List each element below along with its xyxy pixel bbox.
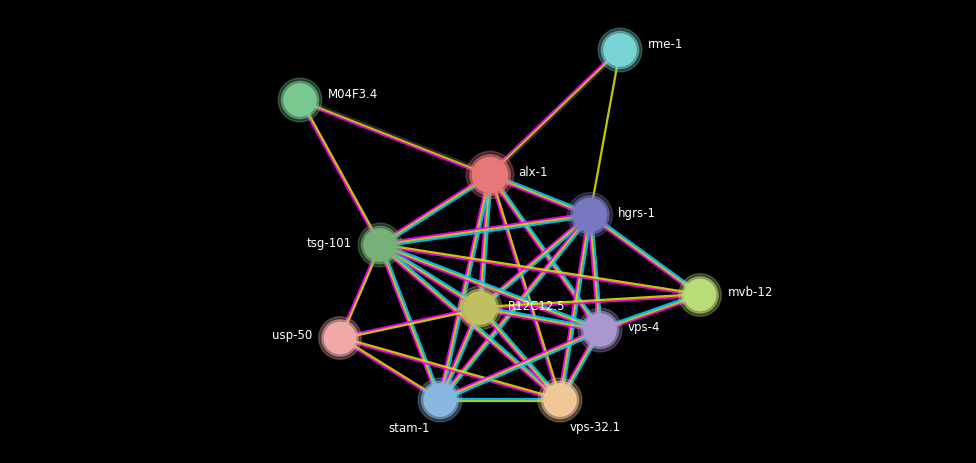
Text: R12C12.5: R12C12.5 — [508, 300, 565, 313]
Circle shape — [462, 289, 499, 326]
Circle shape — [467, 151, 513, 199]
Circle shape — [472, 157, 508, 193]
Circle shape — [284, 84, 316, 116]
Circle shape — [598, 28, 642, 72]
Text: M04F3.4: M04F3.4 — [328, 88, 379, 101]
Circle shape — [424, 384, 456, 416]
Circle shape — [464, 292, 496, 324]
Circle shape — [567, 193, 613, 238]
Circle shape — [418, 378, 462, 422]
Circle shape — [578, 308, 622, 352]
Text: mvb-12: mvb-12 — [728, 287, 773, 300]
Text: usp-50: usp-50 — [271, 330, 312, 343]
Circle shape — [322, 320, 358, 356]
Text: vps-32.1: vps-32.1 — [570, 421, 621, 434]
Circle shape — [544, 384, 576, 416]
Circle shape — [573, 198, 607, 232]
Circle shape — [278, 78, 322, 122]
Circle shape — [469, 155, 510, 195]
Circle shape — [364, 229, 396, 261]
Circle shape — [571, 196, 609, 234]
Circle shape — [358, 223, 402, 267]
Circle shape — [601, 31, 638, 69]
Text: stam-1: stam-1 — [388, 421, 430, 434]
Text: rme-1: rme-1 — [648, 38, 683, 51]
Circle shape — [604, 34, 636, 66]
Circle shape — [584, 314, 616, 346]
Circle shape — [319, 317, 361, 359]
Circle shape — [682, 277, 718, 313]
Circle shape — [422, 382, 459, 419]
Circle shape — [542, 382, 579, 419]
Text: vps-4: vps-4 — [628, 321, 661, 334]
Circle shape — [324, 322, 355, 354]
Text: alx-1: alx-1 — [518, 167, 548, 180]
Text: tsg-101: tsg-101 — [306, 237, 352, 250]
Circle shape — [458, 286, 502, 330]
Text: hgrs-1: hgrs-1 — [618, 206, 656, 219]
Circle shape — [538, 378, 582, 422]
Circle shape — [678, 274, 721, 316]
Circle shape — [582, 311, 619, 349]
Circle shape — [281, 81, 318, 119]
Circle shape — [684, 279, 715, 311]
Circle shape — [361, 226, 398, 263]
